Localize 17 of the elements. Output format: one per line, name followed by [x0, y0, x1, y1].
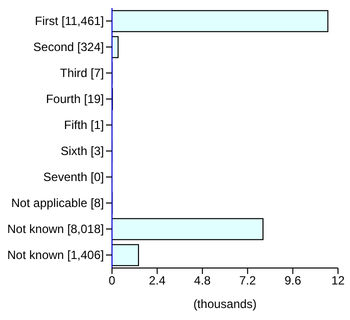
x-tick-label: 7.2	[239, 274, 256, 288]
x-tick-label: 12	[331, 274, 345, 288]
y-tick-label: Second [324]	[33, 40, 104, 54]
y-tick-label: Not known [8,018]	[7, 222, 104, 236]
x-tick-label: 9.6	[284, 274, 302, 288]
y-tick-label: Fifth [1]	[64, 118, 104, 132]
y-tick-label: First [11,461]	[34, 14, 104, 28]
x-tick-label: 4.8	[194, 274, 212, 288]
x-tick-label: 0	[108, 274, 116, 288]
y-tick-label: Third [7]	[60, 66, 104, 80]
y-tick-label: Fourth [19]	[46, 92, 104, 106]
x-tick-label: 2.4	[148, 274, 166, 288]
x-axis-title: (thousands)	[193, 297, 257, 311]
y-tick-label: Not known [1,406]	[7, 248, 104, 262]
y-tick-label: Sixth [3]	[60, 144, 104, 158]
y-tick-label: Not applicable [8]	[11, 196, 104, 210]
y-tick-label: Seventh [0]	[43, 170, 104, 184]
